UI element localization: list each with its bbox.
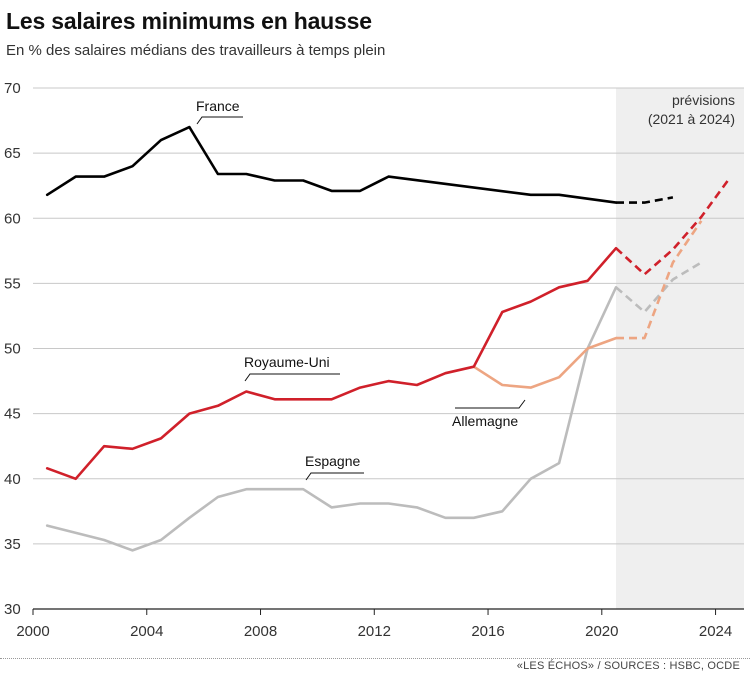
y-tick-label: 55: [4, 275, 21, 292]
series-line-france: [45, 125, 618, 204]
x-tick-label: 2008: [244, 623, 277, 640]
chart-title: Les salaires minimums en hausse: [6, 8, 372, 34]
y-tick-label: 70: [4, 80, 21, 97]
y-tick-label: 30: [4, 601, 21, 618]
y-tick-label: 35: [4, 536, 21, 553]
chart-subtitle: En % des salaires médians des travailleu…: [6, 42, 386, 59]
series-line-royaume-uni: [45, 246, 618, 481]
x-tick-label: 2016: [471, 623, 504, 640]
forecast-label-line-1: prévisions: [672, 92, 735, 108]
series-forecast-france: [616, 196, 674, 204]
series-label-france: France: [196, 98, 240, 114]
y-tick-label: 40: [4, 471, 21, 488]
series-label-espagne: Espagne: [305, 453, 360, 469]
line-chart: prévisions (2021 à 2024) 30 35 40 45 50 55 60 6…: [4, 80, 744, 640]
series-label-royaume-uni: Royaume-Uni: [244, 354, 330, 370]
y-tick-label: 50: [4, 341, 21, 358]
x-tick-label: 2004: [130, 623, 163, 640]
x-tick-label: 2000: [16, 623, 49, 640]
y-tick-label: 45: [4, 406, 21, 423]
x-tick-label: 2012: [358, 623, 391, 640]
series-label-royaume-uni-leader: [244, 373, 340, 382]
series-label-france-leader: [196, 116, 243, 125]
y-tick-label: 65: [4, 145, 21, 162]
x-tick-label: 2024: [699, 623, 732, 640]
source-note: «LES ÉCHOS» / SOURCES : HSBC, OCDE: [516, 660, 740, 672]
series-label-allemagne: Allemagne: [452, 413, 518, 429]
series-forecast-allemagne: [616, 220, 703, 340]
series-line-allemagne: [472, 336, 618, 389]
x-tick-label: 2020: [585, 623, 618, 640]
series-label-allemagne-leader: [455, 399, 526, 409]
forecast-label-line-2: (2021 à 2024): [648, 111, 735, 127]
series-label-espagne-leader: [305, 472, 364, 481]
y-tick-label: 60: [4, 210, 21, 227]
series-forecast-espagne: [615, 261, 702, 314]
series-line-espagne: [45, 285, 618, 552]
footer-divider: [0, 658, 750, 659]
series-forecast-royaume-uni: [615, 177, 731, 276]
